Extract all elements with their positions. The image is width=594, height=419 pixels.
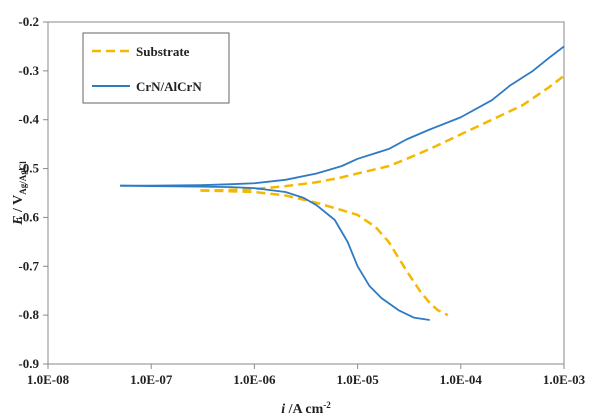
legend-box [82,32,230,104]
x-axis-title-symbol: i [281,402,285,417]
x-tick-label: 1.0E-04 [440,372,483,387]
y-tick-label: -0.6 [18,209,39,224]
x-axis-title: i /A cm-2 [281,400,331,417]
legend: Substrate CrN/AlCrN [82,32,230,104]
y-axis-title-subscript: Ag/AgCl [18,161,28,195]
y-axis: -0.2 -0.3 -0.4 -0.5 -0.6 -0.7 -0.8 -0.9 [18,14,48,371]
legend-label-substrate: Substrate [136,44,190,59]
y-tick-label: -0.5 [18,161,39,176]
plot-area-frame [47,21,565,365]
y-axis-title-symbol: E [11,215,26,225]
x-tick-label: 1.0E-05 [336,372,379,387]
y-tick-label: -0.7 [18,258,39,273]
y-tick-label: -0.3 [18,63,39,78]
x-tick-label: 1.0E-06 [233,372,276,387]
y-tick-label: -0.9 [18,356,39,371]
y-tick-label: -0.8 [18,307,39,322]
series-substrate-cathodic-branch [200,189,449,317]
x-axis-title-unit: /A cm [285,402,323,417]
series-crn-alcrn-anodic-branch [120,45,565,187]
legend-label-crn-alcrn: CrN/AlCrN [136,79,202,94]
series-substrate-anodic-branch [200,74,565,192]
series-layer [120,45,565,321]
x-tick-label: 1.0E-03 [543,372,586,387]
x-axis-title-superscript: -2 [323,400,331,410]
y-tick-label: -0.2 [18,14,39,29]
y-axis-title-unit: / V [11,195,26,216]
x-axis: 1.0E-08 1.0E-07 1.0E-06 1.0E-05 1.0E-04 1.0E-… [27,364,586,387]
y-axis-title: E / VAg/AgCl [11,161,28,226]
series-crn-alcrn-cathodic-branch [120,184,430,321]
y-tick-label: -0.4 [18,112,39,127]
x-tick-label: 1.0E-07 [130,372,173,387]
x-tick-label: 1.0E-08 [27,372,70,387]
